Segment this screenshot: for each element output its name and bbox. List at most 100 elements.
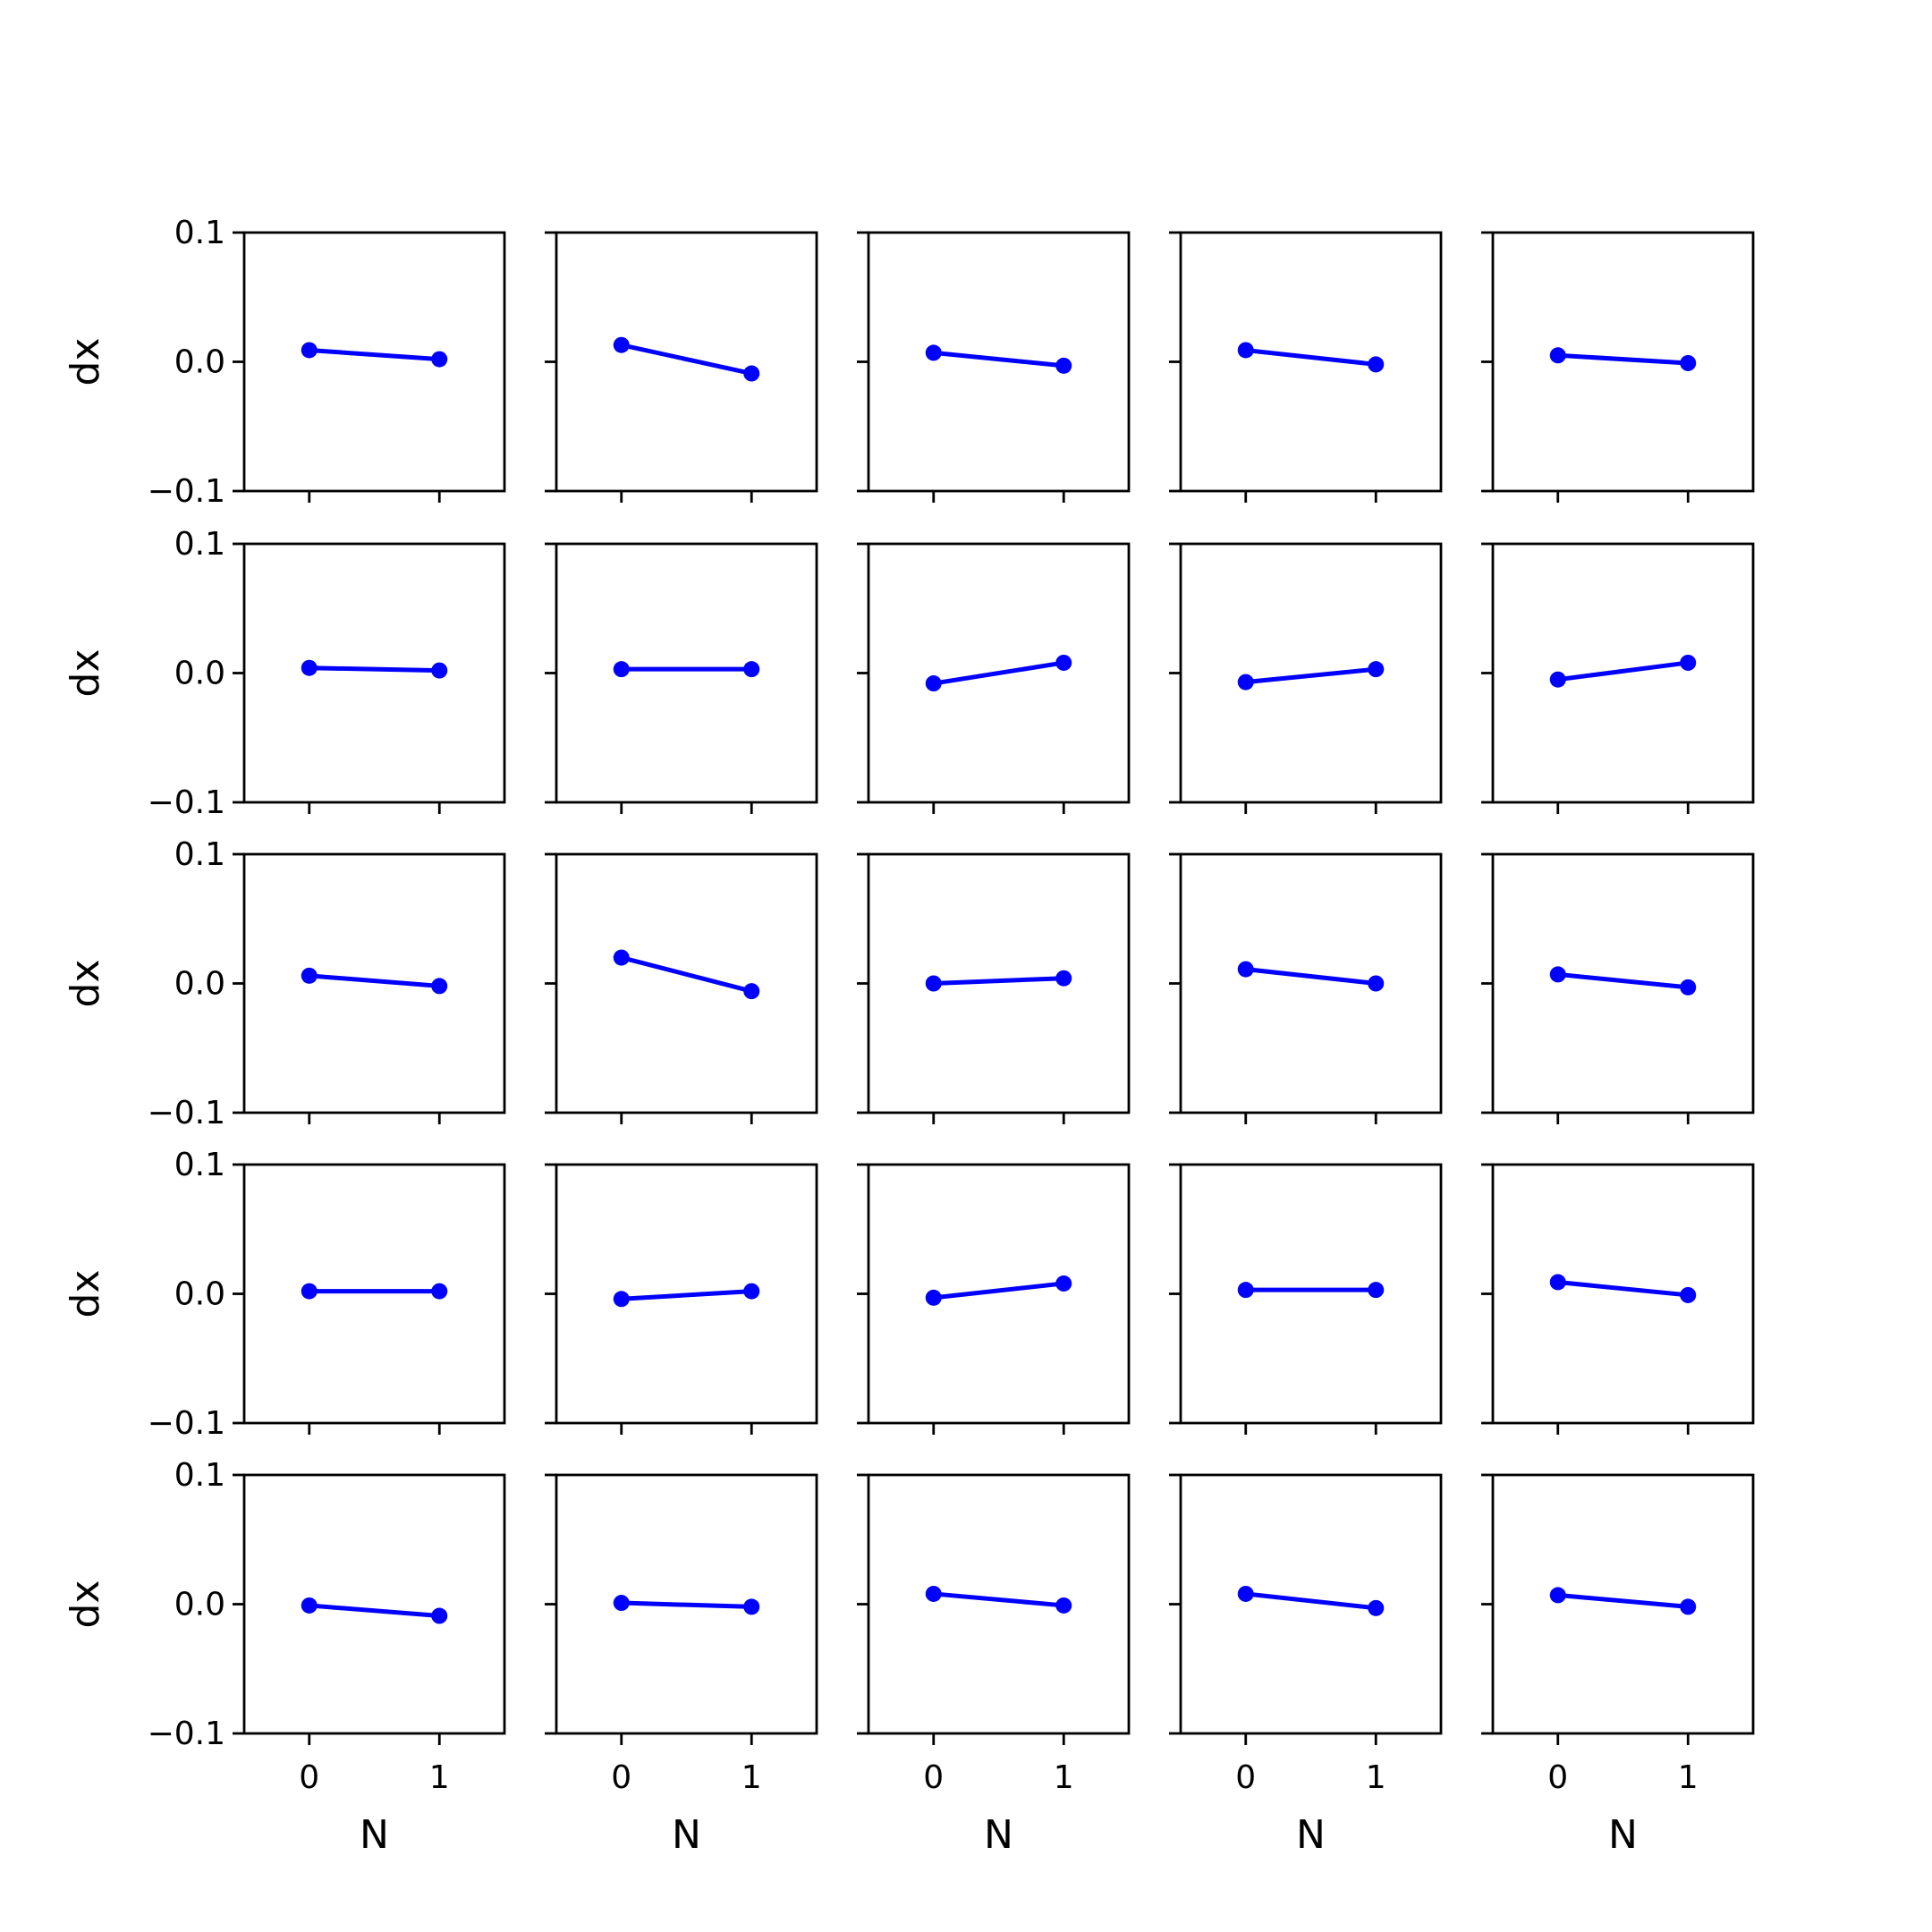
panel-frame-r4-c5 bbox=[1491, 1163, 1755, 1425]
series-line-r3-c4 bbox=[1243, 967, 1378, 986]
series-line-r1-c1 bbox=[307, 347, 442, 362]
data-point-r1-c5-1 bbox=[1680, 354, 1697, 371]
xtick-label-r5-c3-0: 0 bbox=[923, 1759, 944, 1796]
ylabel-row-1: dx bbox=[63, 338, 108, 386]
data-point-r1-c1-0 bbox=[301, 342, 318, 359]
data-point-r3-c4-0 bbox=[1237, 961, 1254, 978]
data-point-r5-c2-0 bbox=[613, 1595, 630, 1612]
data-point-r2-c2-1 bbox=[743, 661, 760, 678]
data-point-r3-c5-0 bbox=[1549, 966, 1566, 983]
xlabel-col-4: N bbox=[1296, 1812, 1326, 1858]
series-line-r3-c5 bbox=[1555, 971, 1690, 990]
data-point-r1-c2-0 bbox=[613, 336, 630, 353]
data-point-r3-c1-1 bbox=[431, 978, 448, 995]
ytick-label-r4-c1-0: −0.1 bbox=[148, 1405, 225, 1442]
data-point-r5-c3-0 bbox=[925, 1585, 942, 1602]
data-point-r1-c3-0 bbox=[925, 344, 942, 361]
data-point-r3-c3-0 bbox=[925, 975, 942, 992]
data-point-r1-c4-0 bbox=[1237, 342, 1254, 359]
xtick-label-r5-c4-1: 1 bbox=[1366, 1759, 1386, 1796]
series-line-r4-c5 bbox=[1555, 1279, 1690, 1298]
panel-frame-r3-c3 bbox=[867, 852, 1131, 1114]
data-point-r2-c1-1 bbox=[431, 662, 448, 679]
data-point-r3-c3-1 bbox=[1055, 970, 1072, 987]
panel-frame-r1-c1 bbox=[242, 231, 506, 493]
data-point-r2-c5-1 bbox=[1680, 654, 1697, 671]
data-point-r2-c4-0 bbox=[1237, 674, 1254, 691]
series-line-r3-c2 bbox=[619, 955, 754, 994]
series-line-r5-c1 bbox=[307, 1603, 442, 1619]
data-point-r2-c1-0 bbox=[301, 659, 318, 676]
data-point-r5-c1-1 bbox=[431, 1607, 448, 1624]
xtick-label-r5-c2-0: 0 bbox=[611, 1759, 631, 1796]
series-line-r3-c3 bbox=[931, 976, 1066, 986]
data-point-r1-c1-1 bbox=[431, 351, 448, 368]
series-line-r1-c4 bbox=[1243, 347, 1378, 367]
ytick-label-r1-c1-2: 0.1 bbox=[174, 215, 225, 251]
ytick-label-r2-c1-2: 0.1 bbox=[174, 526, 225, 563]
data-point-r4-c2-0 bbox=[613, 1291, 630, 1308]
data-point-r1-c4-1 bbox=[1368, 356, 1385, 373]
panel-frame-r3-c2 bbox=[555, 852, 818, 1114]
xtick-label-r5-c1-1: 1 bbox=[429, 1759, 450, 1796]
panel-frame-r3-c5 bbox=[1491, 852, 1755, 1114]
ytick-label-r3-c1-2: 0.1 bbox=[174, 836, 225, 873]
data-point-r1-c3-1 bbox=[1055, 357, 1072, 374]
series-line-r5-c3 bbox=[931, 1591, 1066, 1608]
series-line-r3-c1 bbox=[307, 973, 442, 988]
data-point-r3-c2-1 bbox=[743, 983, 760, 1000]
xtick-label-r5-c5-0: 0 bbox=[1547, 1759, 1568, 1796]
data-point-r4-c2-1 bbox=[743, 1283, 760, 1300]
data-point-r4-c4-0 bbox=[1237, 1282, 1254, 1299]
panel-frame-r5-c5 bbox=[1491, 1473, 1755, 1735]
data-point-r4-c3-0 bbox=[925, 1289, 942, 1306]
xlabel-col-1: N bbox=[360, 1812, 389, 1858]
series-line-r5-c2 bbox=[619, 1600, 754, 1609]
series-line-r1-c3 bbox=[931, 350, 1066, 369]
panel-frame-r4-c3 bbox=[867, 1163, 1131, 1425]
series-line-r5-c5 bbox=[1555, 1592, 1690, 1609]
data-point-r4-c1-1 bbox=[431, 1283, 448, 1300]
panel-frame-r5-c3 bbox=[867, 1473, 1131, 1735]
ytick-label-r3-c1-1: 0.0 bbox=[174, 966, 225, 1003]
data-point-r5-c4-0 bbox=[1237, 1585, 1254, 1602]
xtick-label-r5-c2-1: 1 bbox=[741, 1759, 762, 1796]
data-point-r4-c5-0 bbox=[1549, 1274, 1566, 1291]
data-point-r1-c2-1 bbox=[743, 365, 760, 382]
ytick-label-r5-c1-1: 0.0 bbox=[174, 1587, 225, 1623]
panel-frame-r4-c1 bbox=[242, 1163, 506, 1425]
panel-frame-r5-c4 bbox=[1179, 1473, 1443, 1735]
series-line-r4-c2 bbox=[619, 1289, 754, 1301]
data-point-r4-c3-1 bbox=[1055, 1275, 1072, 1292]
series-line-r4-c3 bbox=[931, 1281, 1066, 1301]
ylabel-row-3: dx bbox=[63, 960, 108, 1008]
data-point-r4-c4-1 bbox=[1368, 1282, 1385, 1299]
xlabel-col-2: N bbox=[672, 1812, 701, 1858]
data-point-r3-c5-1 bbox=[1680, 979, 1697, 996]
data-point-r5-c4-1 bbox=[1368, 1599, 1385, 1616]
data-point-r5-c3-1 bbox=[1055, 1597, 1072, 1614]
data-point-r5-c5-0 bbox=[1549, 1587, 1566, 1604]
panel-frame-r1-c4 bbox=[1179, 231, 1443, 493]
data-point-r4-c5-1 bbox=[1680, 1286, 1697, 1303]
ytick-label-r1-c1-1: 0.0 bbox=[174, 344, 225, 381]
ytick-label-r3-c1-0: −0.1 bbox=[148, 1095, 225, 1131]
panel-frame-r5-c1 bbox=[242, 1473, 506, 1735]
xtick-label-r5-c1-0: 0 bbox=[299, 1759, 319, 1796]
panel-frame-r2-c2 bbox=[555, 542, 818, 804]
series-line-r5-c4 bbox=[1243, 1591, 1378, 1611]
ylabel-row-4: dx bbox=[63, 1270, 108, 1318]
ylabel-row-2: dx bbox=[63, 649, 108, 698]
xlabel-col-3: N bbox=[984, 1812, 1013, 1858]
series-line-r1-c5 bbox=[1555, 352, 1690, 366]
series-line-r2-c4 bbox=[1243, 666, 1378, 685]
data-point-r1-c5-0 bbox=[1549, 347, 1566, 364]
xtick-label-r5-c5-1: 1 bbox=[1678, 1759, 1699, 1796]
ytick-label-r2-c1-1: 0.0 bbox=[174, 656, 225, 692]
ytick-label-r5-c1-2: 0.1 bbox=[174, 1457, 225, 1494]
data-point-r2-c3-1 bbox=[1055, 654, 1072, 671]
panel-frame-r1-c5 bbox=[1491, 231, 1755, 493]
data-point-r2-c3-0 bbox=[925, 675, 942, 692]
